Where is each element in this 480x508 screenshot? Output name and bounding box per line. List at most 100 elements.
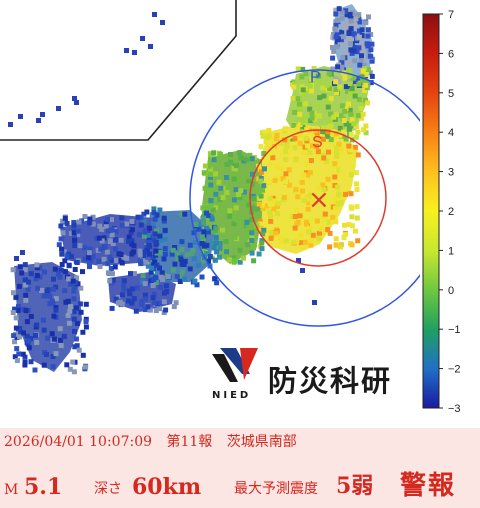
station-marker bbox=[258, 178, 264, 184]
station-marker bbox=[333, 131, 339, 137]
station-marker bbox=[309, 238, 315, 244]
station-marker bbox=[87, 264, 92, 270]
station-marker bbox=[358, 57, 364, 63]
station-marker bbox=[119, 215, 125, 221]
station-marker bbox=[17, 264, 23, 270]
station-marker bbox=[349, 86, 355, 92]
station-marker bbox=[365, 27, 371, 33]
epicenter-marker: × bbox=[308, 185, 330, 215]
station-marker bbox=[104, 249, 110, 255]
station-marker bbox=[333, 7, 339, 13]
station-marker bbox=[217, 241, 223, 246]
station-marker bbox=[241, 189, 247, 195]
station-marker bbox=[8, 122, 13, 127]
station-marker bbox=[309, 143, 315, 149]
station-marker bbox=[231, 197, 237, 203]
station-marker bbox=[352, 23, 358, 29]
station-marker bbox=[153, 308, 159, 314]
station-marker bbox=[51, 336, 57, 342]
station-marker bbox=[312, 300, 317, 305]
station-marker bbox=[11, 290, 16, 296]
station-marker bbox=[369, 41, 375, 47]
station-marker bbox=[358, 105, 364, 111]
station-marker bbox=[290, 96, 296, 101]
station-marker bbox=[361, 127, 367, 133]
station-marker bbox=[295, 66, 301, 72]
station-marker bbox=[18, 114, 23, 119]
station-marker bbox=[82, 256, 88, 262]
station-marker bbox=[334, 112, 339, 118]
station-marker bbox=[349, 214, 355, 220]
station-marker bbox=[161, 299, 167, 305]
station-marker bbox=[356, 28, 362, 34]
station-marker bbox=[179, 239, 185, 245]
station-marker bbox=[338, 197, 344, 203]
station-marker bbox=[338, 175, 344, 181]
station-marker bbox=[352, 45, 358, 50]
station-marker bbox=[334, 167, 340, 173]
station-marker bbox=[357, 62, 363, 68]
station-marker bbox=[348, 41, 353, 47]
station-marker bbox=[110, 241, 116, 246]
station-marker bbox=[293, 157, 299, 163]
station-marker bbox=[259, 240, 265, 246]
station-marker bbox=[72, 329, 77, 334]
station-marker bbox=[66, 276, 72, 282]
station-marker bbox=[137, 252, 143, 258]
station-marker bbox=[201, 170, 207, 176]
station-marker bbox=[283, 148, 288, 154]
station-marker bbox=[22, 362, 28, 368]
station-marker bbox=[179, 261, 185, 267]
station-marker bbox=[82, 214, 88, 219]
station-marker bbox=[283, 238, 289, 244]
station-marker bbox=[87, 216, 93, 222]
station-marker bbox=[61, 333, 67, 339]
station-marker bbox=[359, 74, 365, 80]
station-marker bbox=[348, 147, 354, 153]
station-marker bbox=[344, 12, 350, 18]
station-marker bbox=[196, 226, 202, 232]
station-marker bbox=[363, 123, 369, 129]
station-marker bbox=[14, 256, 19, 261]
station-marker bbox=[152, 259, 158, 265]
station-marker bbox=[303, 71, 309, 77]
station-marker bbox=[157, 238, 163, 244]
station-marker bbox=[356, 113, 361, 119]
station-marker bbox=[98, 246, 104, 252]
station-marker bbox=[58, 236, 64, 242]
station-marker bbox=[342, 108, 348, 114]
station-marker bbox=[145, 304, 151, 310]
station-marker bbox=[129, 300, 135, 306]
station-marker bbox=[262, 166, 267, 172]
station-marker bbox=[316, 80, 322, 86]
station-marker bbox=[28, 271, 34, 277]
station-marker bbox=[75, 232, 81, 238]
station-marker bbox=[94, 235, 100, 241]
station-marker bbox=[90, 221, 96, 227]
logo-text-ja: 防災科研 bbox=[268, 364, 393, 398]
station-marker bbox=[354, 49, 360, 55]
station-marker bbox=[308, 192, 314, 198]
station-marker bbox=[278, 165, 284, 171]
station-marker bbox=[72, 243, 78, 248]
station-marker bbox=[22, 262, 28, 268]
station-marker bbox=[364, 78, 370, 84]
station-marker bbox=[365, 33, 371, 39]
station-marker bbox=[317, 113, 322, 119]
station-marker bbox=[262, 155, 268, 161]
station-marker bbox=[22, 267, 28, 273]
station-markers bbox=[8, 6, 375, 375]
station-marker bbox=[142, 281, 148, 287]
station-marker bbox=[282, 231, 288, 237]
station-marker bbox=[142, 229, 148, 235]
station-marker bbox=[331, 167, 337, 173]
station-marker bbox=[351, 31, 357, 37]
station-marker bbox=[23, 282, 29, 288]
station-marker bbox=[330, 215, 336, 221]
station-marker bbox=[117, 299, 123, 305]
station-marker bbox=[214, 249, 219, 255]
station-marker bbox=[90, 214, 96, 220]
station-marker bbox=[334, 150, 340, 156]
station-marker bbox=[354, 215, 360, 221]
station-marker bbox=[147, 307, 153, 313]
